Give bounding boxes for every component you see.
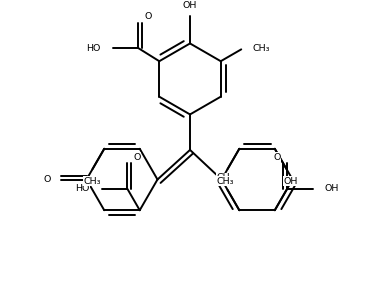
Text: OH: OH xyxy=(183,1,197,11)
Text: O: O xyxy=(144,12,152,21)
Text: O: O xyxy=(134,153,141,162)
Text: O: O xyxy=(44,175,51,184)
Text: HO: HO xyxy=(76,184,90,193)
Text: CH₃: CH₃ xyxy=(217,173,234,182)
Text: O: O xyxy=(274,153,281,162)
Text: CH₃: CH₃ xyxy=(217,177,234,186)
Text: OH: OH xyxy=(283,177,298,186)
Text: HO: HO xyxy=(87,44,101,53)
Text: CH₃: CH₃ xyxy=(84,177,101,186)
Text: CH₃: CH₃ xyxy=(252,44,270,53)
Text: OH: OH xyxy=(325,184,339,193)
